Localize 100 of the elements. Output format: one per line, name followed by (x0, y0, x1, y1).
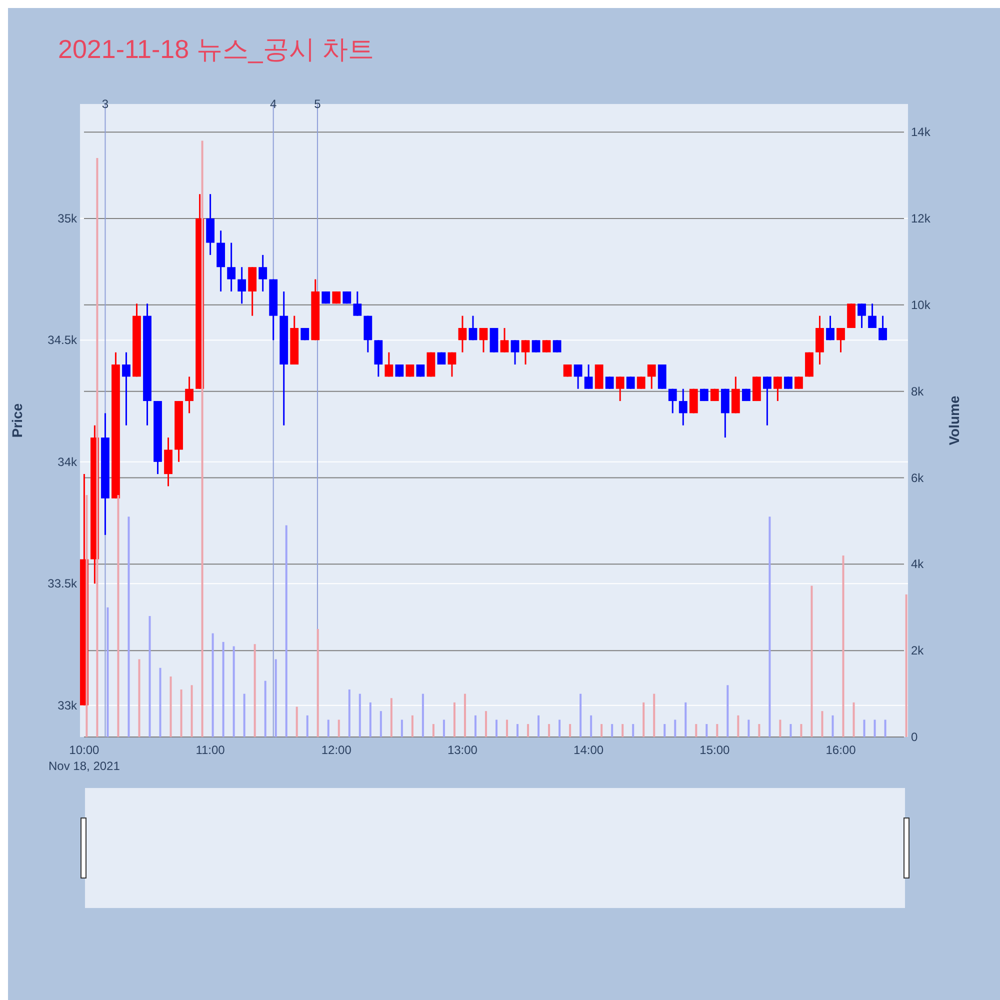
bar (800, 724, 802, 737)
bar (316, 628, 319, 737)
bar (296, 706, 298, 737)
candlestick (458, 315, 467, 354)
bar (306, 715, 308, 737)
candlestick (510, 339, 520, 366)
bar (527, 724, 530, 737)
candlestick (479, 327, 488, 354)
bar (684, 702, 687, 737)
bar (442, 720, 445, 737)
bar (538, 715, 540, 737)
bar (180, 689, 182, 737)
candlestick (678, 388, 688, 426)
candlestick (574, 364, 582, 390)
candlestick (542, 339, 551, 354)
candlestick (563, 364, 572, 378)
bar (358, 694, 361, 737)
bar (400, 720, 403, 737)
bar (264, 680, 266, 737)
candlestick (858, 302, 866, 329)
candlestick (122, 352, 130, 426)
bar (653, 694, 656, 737)
bar (432, 724, 434, 737)
ref-line-label: 5 (314, 97, 322, 111)
candlestick (762, 376, 772, 426)
bar (558, 720, 561, 737)
bar (580, 694, 582, 737)
y-tick-label: 34k (58, 454, 78, 469)
candlestick (668, 388, 677, 414)
candlestick (552, 339, 562, 354)
bar (338, 720, 340, 737)
bar (600, 724, 603, 737)
bar (737, 715, 740, 737)
bar (863, 720, 866, 737)
bar (170, 676, 172, 737)
bar (590, 715, 592, 737)
bar (106, 607, 109, 737)
bar (790, 724, 792, 737)
bar (516, 724, 519, 737)
candlestick (238, 266, 246, 304)
bar (726, 685, 729, 737)
x-tick-label: 15:00 (700, 743, 730, 757)
bar (496, 720, 498, 737)
y2-tick-label: 14k (911, 125, 932, 140)
bar (128, 516, 130, 737)
bar (632, 724, 634, 737)
bar (768, 516, 771, 737)
y2-tick-label: 6k (911, 470, 925, 485)
candlestick (258, 254, 268, 292)
bar (884, 720, 886, 737)
candlestick (384, 352, 394, 378)
bar (390, 698, 392, 737)
candlestick (878, 315, 887, 341)
ref-line-label: 4 (270, 97, 277, 111)
bar (274, 659, 277, 737)
candlestick (626, 376, 635, 390)
candlestick (521, 339, 530, 366)
candlestick (532, 339, 540, 354)
bar (148, 616, 151, 737)
bar (285, 525, 288, 737)
y2-tick-label: 2k (911, 644, 925, 658)
x-tick-label: 13:00 (447, 743, 478, 757)
x-tick-label: 11:00 (196, 743, 226, 757)
bar (369, 702, 372, 737)
candlestick (774, 376, 782, 402)
chart-title: 2021-11-18 뉴스_공시 차트 (58, 34, 374, 64)
candlestick (836, 327, 845, 354)
ref-line-label: 3 (102, 97, 109, 111)
candlestick (500, 327, 509, 354)
candlestick (616, 376, 624, 402)
bar (674, 720, 676, 737)
candlestick (605, 376, 614, 390)
bar (506, 720, 508, 737)
candlestick (794, 376, 803, 390)
x-tick-label: 14:00 (574, 743, 604, 757)
bar (748, 720, 750, 737)
candlestick (868, 302, 876, 329)
candlestick (185, 376, 194, 414)
bar (779, 720, 782, 737)
y2-tick-label: 10k (911, 298, 932, 312)
x-tick-label: 10:00 Nov 18, 2021 (48, 743, 120, 773)
y2-tick-label: 4k (911, 557, 925, 572)
bar (159, 668, 162, 737)
y2-tick-label: 8k (911, 384, 925, 398)
candlestick (784, 376, 792, 390)
bar (243, 694, 246, 737)
bar (138, 659, 140, 737)
bar (380, 711, 382, 737)
bar (222, 642, 224, 737)
bar (642, 702, 645, 737)
y2-axis-title: Volume (946, 396, 962, 446)
bar (212, 633, 214, 737)
bar (411, 715, 414, 737)
bar (810, 586, 813, 737)
y-tick-label: 33k (58, 698, 78, 712)
candlestick (448, 352, 456, 378)
bar (874, 720, 876, 737)
y-tick-label: 35k (58, 211, 78, 226)
bar (611, 724, 614, 737)
bar (254, 644, 256, 737)
